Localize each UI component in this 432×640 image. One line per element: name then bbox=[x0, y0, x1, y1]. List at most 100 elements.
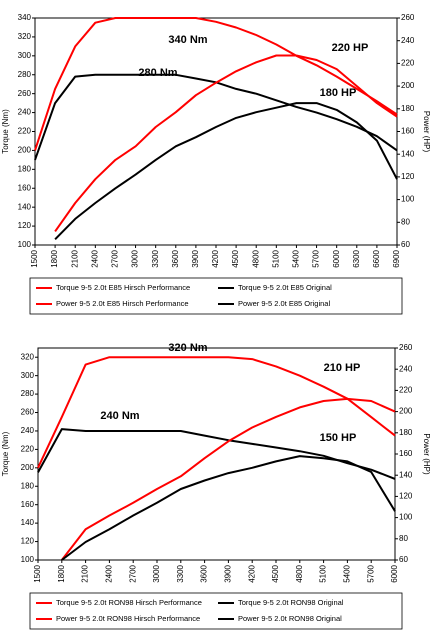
x-tick-label: 3300 bbox=[151, 249, 160, 267]
y-tick-label: 200 bbox=[21, 463, 35, 472]
y2-tick-label: 180 bbox=[401, 104, 415, 113]
x-tick-label: 2700 bbox=[128, 564, 137, 582]
legend-box bbox=[29, 592, 403, 630]
x-tick-label: 3900 bbox=[224, 564, 233, 582]
series-line bbox=[54, 102, 398, 241]
y2-tick-label: 140 bbox=[399, 470, 413, 479]
y-tick-label: 120 bbox=[18, 221, 32, 230]
legend-label: Torque 9-5 2.0t E85 Original bbox=[238, 283, 332, 292]
x-tick-label: 1500 bbox=[33, 564, 42, 582]
series-line bbox=[61, 397, 396, 561]
y-tick-label: 120 bbox=[21, 537, 35, 546]
x-tick-label: 1800 bbox=[57, 564, 66, 582]
x-tick-label: 4800 bbox=[251, 249, 260, 267]
y-tick-label: 280 bbox=[18, 70, 32, 79]
annotation: 210 HP bbox=[324, 362, 361, 374]
x-tick-label: 5100 bbox=[271, 249, 280, 267]
legend-label: Power 9-5 2.0t E85 Original bbox=[238, 299, 330, 308]
y2-tick-label: 60 bbox=[399, 555, 408, 564]
y-tick-label: 140 bbox=[18, 202, 32, 211]
series-line bbox=[34, 17, 398, 151]
y-tick-label: 320 bbox=[21, 352, 35, 361]
y2-tick-label: 100 bbox=[399, 513, 413, 522]
y2-tick-label: 120 bbox=[401, 172, 415, 181]
annotation: 280 Nm bbox=[138, 67, 177, 79]
legend-label: Power 9-5 2.0t RON98 Original bbox=[238, 614, 342, 623]
y-tick-label: 100 bbox=[21, 555, 35, 564]
x-tick-label: 4200 bbox=[247, 564, 256, 582]
x-tick-label: 2100 bbox=[81, 564, 90, 582]
y2-tick-label: 140 bbox=[401, 149, 415, 158]
legend-label: Torque 9-5 2.0t E85 Hirsch Performance bbox=[56, 283, 190, 292]
annotation: 320 Nm bbox=[168, 342, 207, 354]
y-tick-label: 220 bbox=[18, 127, 32, 136]
x-tick-label: 5400 bbox=[343, 564, 352, 582]
legend-label: Power 9-5 2.0t E85 Hirsch Performance bbox=[56, 299, 189, 308]
x-tick-label: 6300 bbox=[352, 249, 361, 267]
y-tick-label: 220 bbox=[21, 445, 35, 454]
x-tick-label: 3900 bbox=[191, 249, 200, 267]
legend-label: Torque 9-5 2.0t RON98 Hirsch Performance bbox=[56, 598, 202, 607]
y-tick-label: 340 bbox=[18, 13, 32, 22]
y2-tick-label: 100 bbox=[401, 195, 415, 204]
y2-tick-label: 220 bbox=[399, 386, 413, 395]
x-tick-label: 5100 bbox=[319, 564, 328, 582]
y-tick-label: 180 bbox=[21, 481, 35, 490]
y2-tick-label: 120 bbox=[399, 492, 413, 501]
y-tick-label: 260 bbox=[21, 408, 35, 417]
y2-tick-label: 240 bbox=[401, 36, 415, 45]
series-line bbox=[37, 356, 396, 469]
y2-tick-label: 80 bbox=[401, 217, 410, 226]
y-tick-label: 240 bbox=[21, 426, 35, 435]
x-tick-label: 2100 bbox=[70, 249, 79, 267]
y-tick-label: 300 bbox=[21, 371, 35, 380]
annotation: 180 HP bbox=[320, 87, 357, 99]
x-tick-label: 1500 bbox=[30, 249, 39, 267]
x-tick-label: 5700 bbox=[366, 564, 375, 582]
x-tick-label: 5400 bbox=[292, 249, 301, 267]
y2-tick-label: 80 bbox=[399, 534, 408, 543]
y2-tick-label: 60 bbox=[401, 240, 410, 249]
y-tick-label: 260 bbox=[18, 89, 32, 98]
x-tick-label: 6900 bbox=[392, 249, 401, 267]
y2-tick-label: 200 bbox=[399, 407, 413, 416]
y2-tick-label: 240 bbox=[399, 364, 413, 373]
annotation: 240 Nm bbox=[100, 410, 139, 422]
legend-label: Torque 9-5 2.0t RON98 Original bbox=[238, 598, 344, 607]
x-tick-label: 3000 bbox=[152, 564, 161, 582]
legend-box bbox=[29, 277, 403, 315]
y2-tick-label: 160 bbox=[399, 449, 413, 458]
plot-area bbox=[37, 347, 396, 561]
series-line bbox=[61, 455, 396, 561]
y-tick-label: 180 bbox=[18, 164, 32, 173]
x-tick-label: 5700 bbox=[312, 249, 321, 267]
y-axis-title: Torque (Nm) bbox=[1, 431, 10, 476]
y2-tick-label: 220 bbox=[401, 59, 415, 68]
annotation: 340 Nm bbox=[168, 34, 207, 46]
x-tick-label: 3600 bbox=[200, 564, 209, 582]
x-tick-label: 4200 bbox=[211, 249, 220, 267]
y2-tick-label: 180 bbox=[399, 428, 413, 437]
x-tick-label: 3000 bbox=[131, 249, 140, 267]
y-tick-label: 300 bbox=[18, 51, 32, 60]
y-axis-title: Torque (Nm) bbox=[1, 109, 10, 154]
y-tick-label: 240 bbox=[18, 108, 32, 117]
y2-axis-title: Power (HP) bbox=[422, 433, 431, 475]
y-tick-label: 160 bbox=[21, 500, 35, 509]
legend-label: Power 9-5 2.0t RON98 Hirsch Performance bbox=[56, 614, 200, 623]
y-tick-label: 100 bbox=[18, 240, 32, 249]
x-tick-label: 2400 bbox=[105, 564, 114, 582]
x-tick-label: 4800 bbox=[295, 564, 304, 582]
y2-tick-label: 160 bbox=[401, 127, 415, 136]
x-tick-label: 2400 bbox=[90, 249, 99, 267]
y2-tick-label: 260 bbox=[401, 13, 415, 22]
x-tick-label: 6600 bbox=[372, 249, 381, 267]
y2-tick-label: 260 bbox=[399, 343, 413, 352]
y2-axis-title: Power (HP) bbox=[422, 111, 431, 153]
y-tick-label: 160 bbox=[18, 183, 32, 192]
x-tick-label: 2700 bbox=[111, 249, 120, 267]
x-tick-label: 3300 bbox=[176, 564, 185, 582]
y-tick-label: 140 bbox=[21, 518, 35, 527]
y-tick-label: 200 bbox=[18, 146, 32, 155]
